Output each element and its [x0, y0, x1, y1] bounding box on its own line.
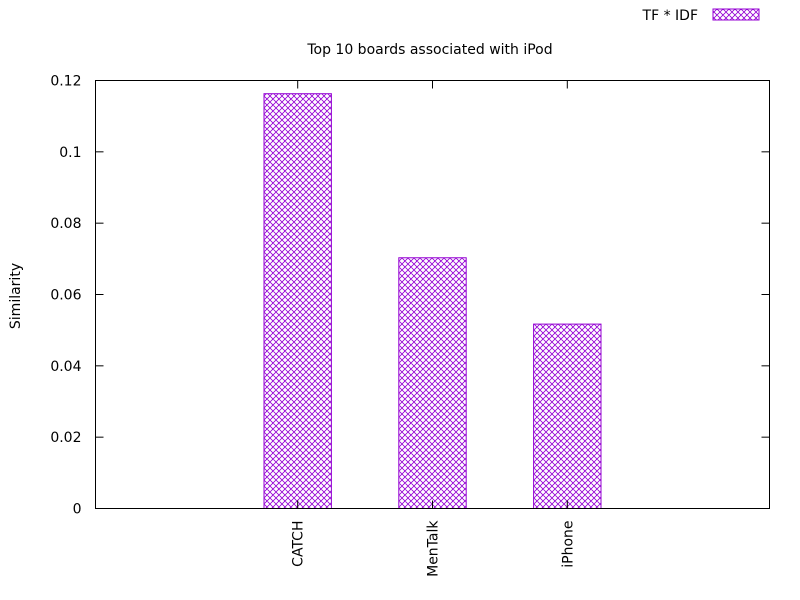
bars-layer — [263, 93, 602, 510]
x-tick-label: MenTalk — [426, 520, 442, 577]
x-ticks-layer: CATCH MenTalk iPhone — [291, 80, 576, 577]
y-tick-label: 0.06 — [50, 288, 81, 304]
x-tick-label: CATCH — [291, 521, 307, 567]
x-tick-label: iPhone — [560, 521, 576, 568]
y-tick-label: 0.04 — [50, 359, 81, 375]
legend-label: TF * IDF — [642, 8, 698, 24]
chart-title: Top 10 boards associated with iPod — [306, 42, 552, 58]
legend-swatch — [712, 8, 760, 21]
y-tick-label: 0.08 — [50, 216, 81, 232]
legend: TF * IDF — [642, 8, 760, 24]
y-tick-label: 0.1 — [59, 145, 81, 161]
bar-iphone — [533, 323, 602, 509]
y-tick-label: 0.02 — [50, 430, 81, 446]
y-tick-label: 0.12 — [50, 74, 81, 90]
y-ticks-layer: 0 0.02 0.04 0.06 0.08 0.1 0.12 — [50, 74, 770, 518]
y-axis-label: Similarity — [8, 263, 24, 329]
plot-frame — [95, 80, 770, 509]
bar-mentalk — [398, 257, 467, 509]
bar-catch — [263, 93, 332, 510]
y-tick-label: 0 — [73, 502, 82, 518]
